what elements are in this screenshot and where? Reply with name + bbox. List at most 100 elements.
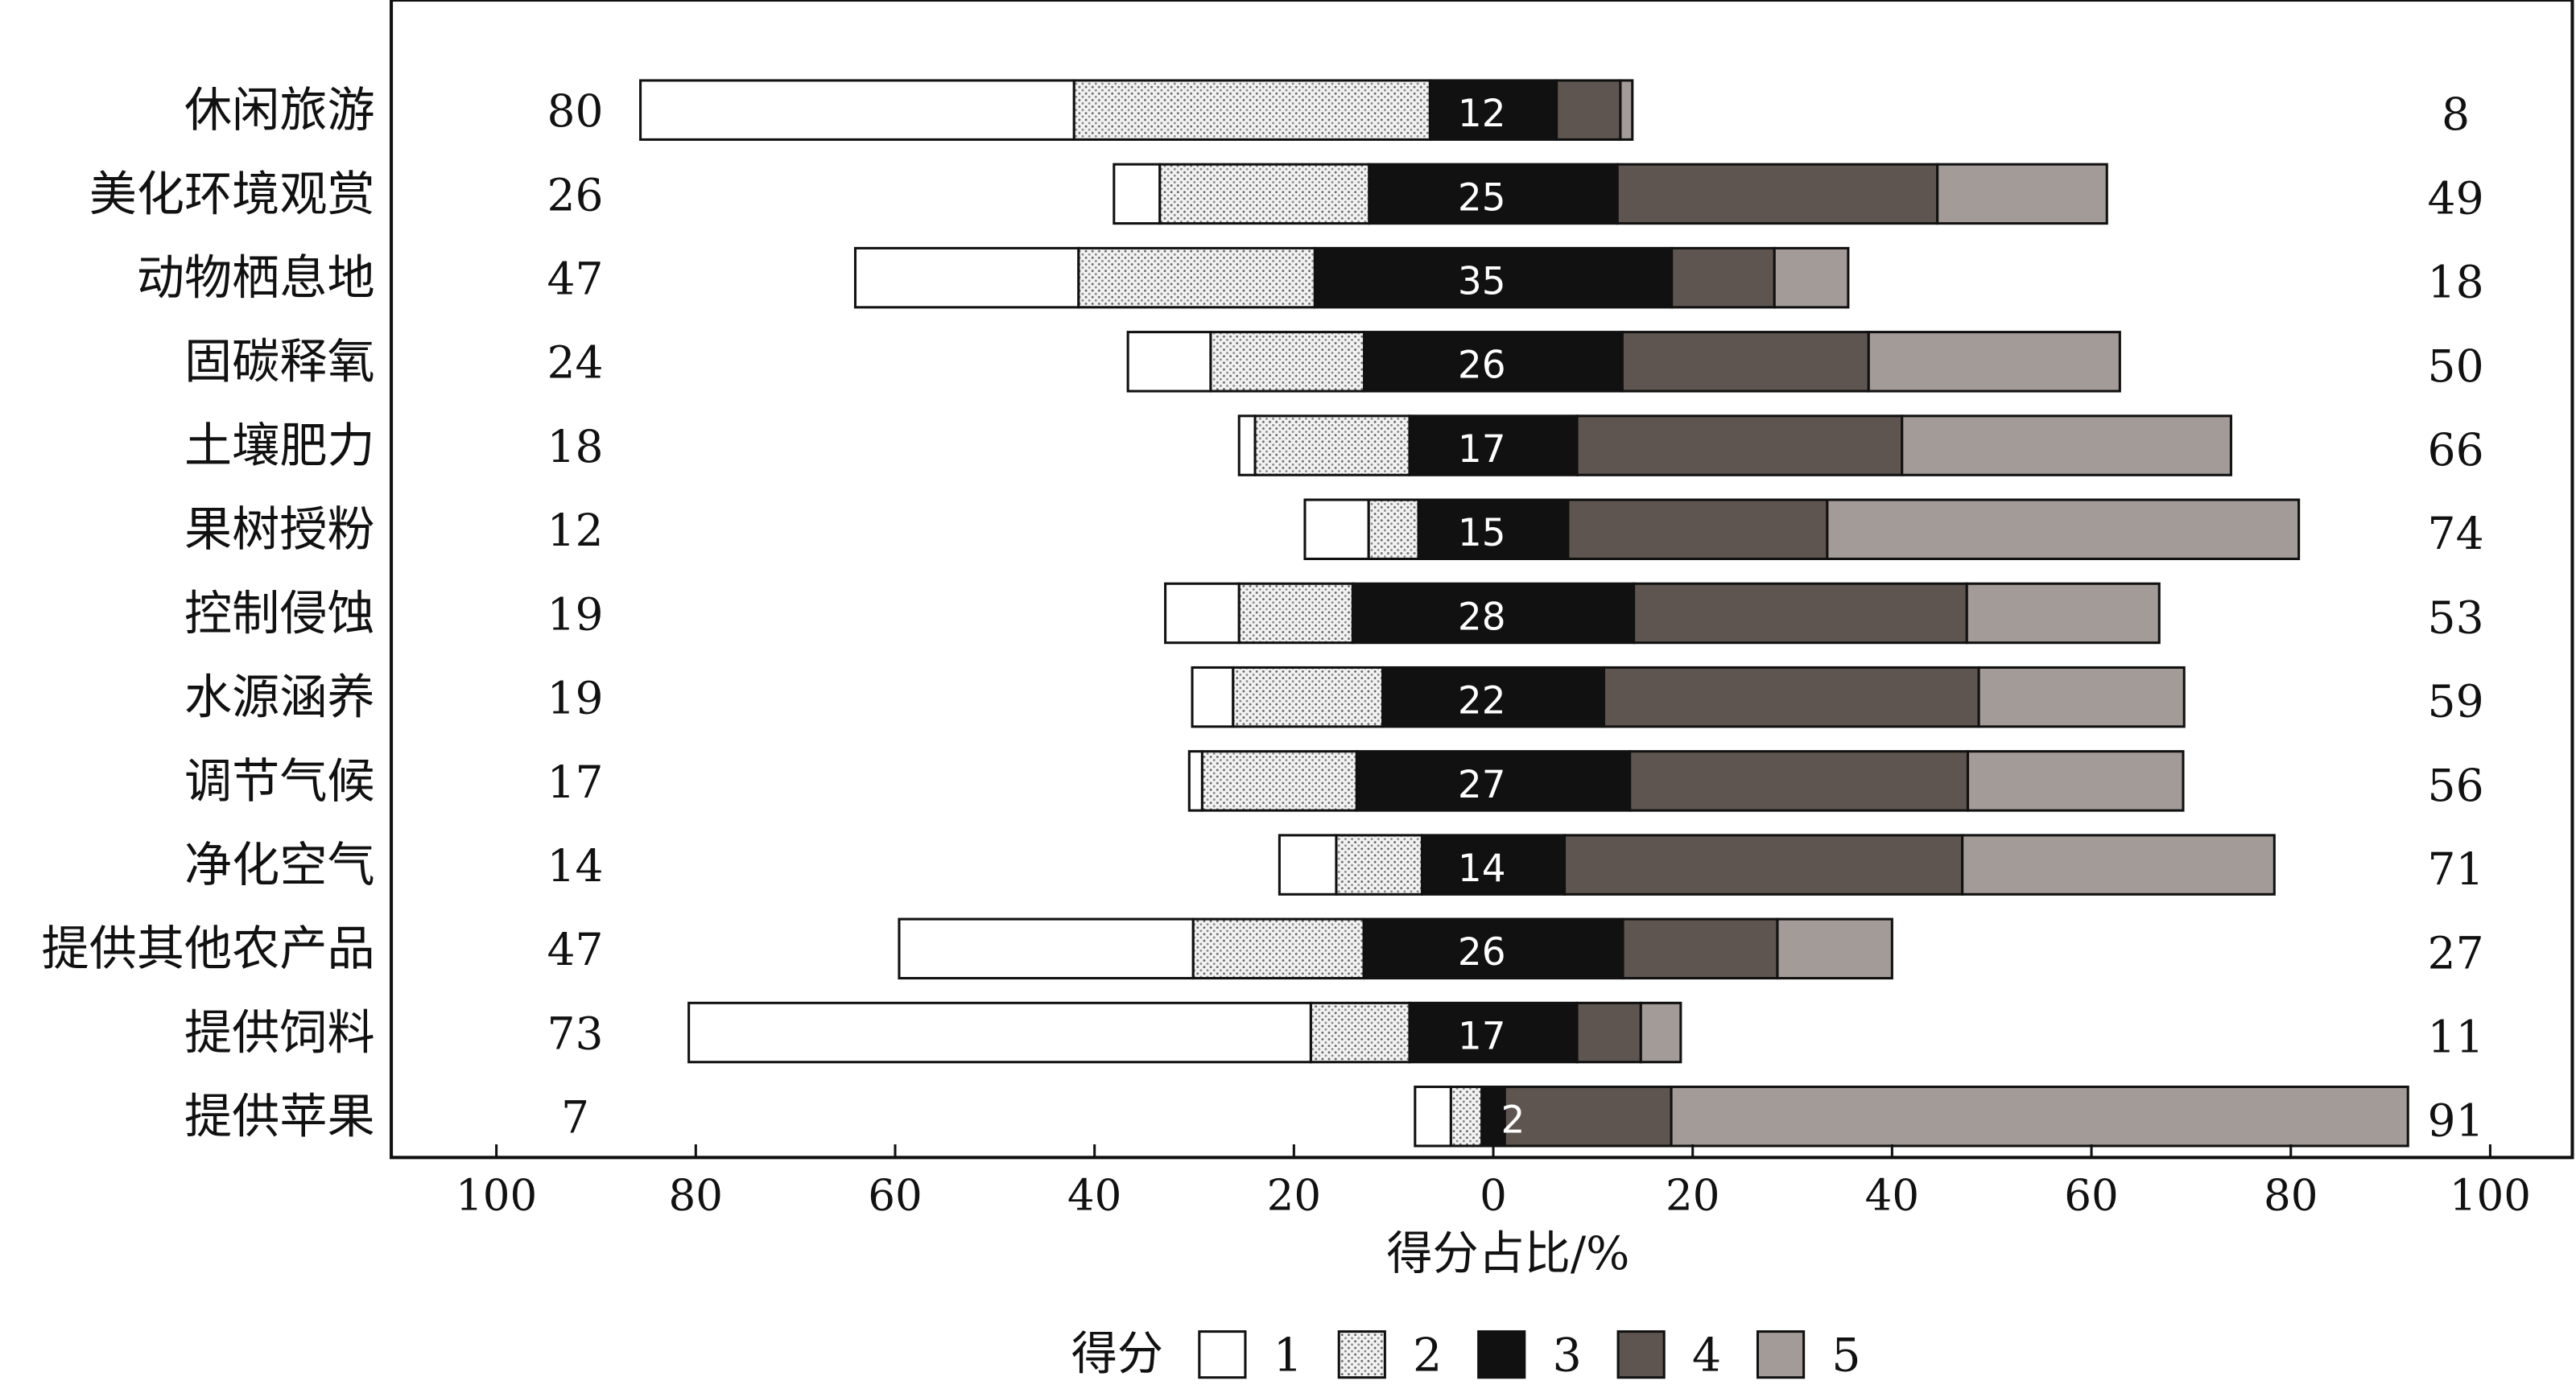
x-tick-label: 20 — [1666, 1171, 1719, 1221]
left-total-label: 19 — [547, 673, 604, 724]
bar-segment-score-2 — [1232, 666, 1385, 728]
bar-segment-score-1 — [898, 917, 1195, 980]
left-total-label: 7 — [561, 1092, 589, 1144]
category-label: 土壤肥力 — [184, 418, 375, 473]
category-label: 提供饲料 — [184, 1004, 375, 1060]
x-tick-label: 80 — [2264, 1171, 2318, 1221]
x-tick-label: 60 — [868, 1171, 922, 1221]
neutral-value-label: 28 — [1458, 595, 1506, 639]
bar-segment-score-4 — [1555, 79, 1622, 141]
bar-segment-score-2 — [1309, 1001, 1411, 1064]
bar-segment-score-2 — [1209, 331, 1366, 393]
bar-segment-score-2 — [1253, 414, 1411, 476]
bar-segment-score-4 — [1563, 834, 1964, 896]
bar-segment-score-1 — [1164, 582, 1241, 645]
bar-segment-score-4 — [1629, 750, 1970, 812]
x-tick-label: 0 — [1480, 1171, 1507, 1221]
bar-segment-score-1 — [1303, 498, 1370, 561]
left-total-label: 26 — [547, 169, 604, 221]
bar-segment-score-2 — [1335, 834, 1424, 896]
bar-segment-score-1 — [1187, 750, 1203, 812]
right-total-label: 27 — [2428, 927, 2484, 979]
bar-segment-score-2 — [1158, 163, 1371, 225]
right-total-label: 66 — [2428, 424, 2484, 476]
right-total-label: 56 — [2428, 760, 2484, 811]
x-tick-label: 40 — [1865, 1171, 1919, 1221]
bar-segment-score-3 — [1362, 917, 1624, 980]
bar-segment-score-2 — [1200, 750, 1358, 812]
bar-segment-score-3 — [1420, 834, 1567, 896]
bar-segment-score-2 — [1367, 498, 1420, 561]
neutral-value-label: 2 — [1501, 1098, 1525, 1143]
right-total-label: 50 — [2428, 340, 2484, 392]
bar-segment-score-4 — [1602, 666, 1980, 728]
bar-segment-score-4 — [1503, 1085, 1673, 1148]
category-label: 水源涵养 — [184, 670, 375, 725]
bar-segment-score-3 — [1368, 163, 1619, 225]
bar-segment-score-4 — [1670, 246, 1776, 309]
bar-segment-score-4 — [1575, 1001, 1642, 1064]
bar-segment-score-5 — [1639, 1001, 1682, 1064]
x-tick-label: 100 — [2450, 1171, 2531, 1221]
legend-title: 得分 — [1071, 1328, 1163, 1381]
x-tick-label: 80 — [669, 1171, 723, 1221]
bar-segment-score-5 — [1776, 917, 1893, 980]
bar-segment-score-4 — [1621, 917, 1779, 980]
category-label: 果树授粉 — [184, 501, 375, 557]
bar-segment-score-4 — [1567, 498, 1829, 561]
category-label: 控制侵蚀 — [184, 585, 375, 641]
right-total-label: 18 — [2428, 257, 2484, 308]
left-total-label: 18 — [547, 421, 604, 472]
category-label: 动物栖息地 — [137, 250, 375, 306]
bar-segment-score-3 — [1355, 750, 1632, 812]
bar-segment-score-4 — [1633, 582, 1968, 645]
legend-label: 2 — [1413, 1329, 1442, 1383]
left-total-label: 47 — [547, 253, 604, 305]
bar-segment-score-2 — [1237, 582, 1354, 645]
bar-segment-score-4 — [1620, 331, 1870, 393]
bar-segment-score-5 — [1773, 246, 1850, 309]
legend-label: 4 — [1692, 1329, 1721, 1383]
bar-segment-score-1 — [1414, 1085, 1452, 1148]
neutral-value-label: 26 — [1458, 344, 1506, 388]
bar-segment-score-5 — [1961, 834, 2276, 896]
bar-segment-score-5 — [1867, 331, 2121, 393]
category-label: 固碳释氧 — [184, 334, 375, 389]
legend-swatch-score-3 — [1477, 1330, 1526, 1379]
bar-segment-score-3 — [1313, 246, 1674, 309]
x-tick-label: 20 — [1267, 1171, 1321, 1221]
left-total-label: 14 — [547, 840, 604, 892]
bar-segment-score-5 — [1966, 750, 2185, 812]
bar-segment-score-1 — [687, 1001, 1312, 1064]
legend-label: 1 — [1274, 1329, 1302, 1383]
neutral-value-label: 15 — [1458, 511, 1506, 555]
neutral-value-label: 12 — [1458, 92, 1506, 136]
category-label: 提供苹果 — [184, 1089, 375, 1144]
bar-segment-score-5 — [1901, 414, 2232, 476]
bar-segment-score-5 — [1670, 1085, 2409, 1148]
bar-segment-score-2 — [1072, 79, 1431, 141]
neutral-value-label: 35 — [1458, 260, 1506, 304]
bar-segment-score-2 — [1449, 1085, 1484, 1148]
bar-segment-score-1 — [1113, 163, 1162, 225]
bar-segment-score-5 — [1826, 498, 2301, 561]
legend-swatch-score-1 — [1198, 1330, 1247, 1379]
right-total-label: 91 — [2428, 1095, 2484, 1147]
plot-frame — [390, 0, 2574, 1160]
bar-segment-score-5 — [1977, 666, 2186, 728]
right-total-label: 53 — [2428, 591, 2484, 643]
x-tick-label: 100 — [456, 1171, 537, 1221]
category-label: 调节气候 — [184, 753, 375, 809]
legend: 得分 1 2 3 4 5 — [1071, 1328, 1861, 1383]
bar-segment-score-1 — [1237, 414, 1257, 476]
legend-label: 5 — [1831, 1329, 1860, 1383]
neutral-value-label: 14 — [1458, 847, 1506, 891]
neutral-value-label: 27 — [1458, 763, 1506, 807]
bar-segment-score-5 — [1619, 79, 1634, 141]
neutral-value-label: 25 — [1458, 175, 1506, 220]
left-total-label: 47 — [547, 924, 604, 975]
right-total-label: 74 — [2428, 508, 2484, 559]
bar-segment-score-1 — [639, 79, 1075, 141]
left-total-label: 73 — [547, 1008, 604, 1059]
